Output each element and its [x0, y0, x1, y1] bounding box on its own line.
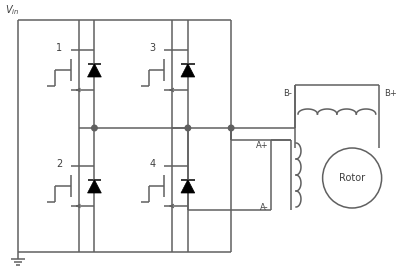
- Text: 1: 1: [56, 43, 62, 53]
- Text: A+: A+: [256, 141, 269, 150]
- Text: Rotor: Rotor: [339, 173, 365, 183]
- Polygon shape: [181, 64, 195, 77]
- Text: $V_{in}$: $V_{in}$: [5, 3, 19, 17]
- Text: 4: 4: [149, 159, 156, 169]
- Text: B+: B+: [385, 88, 397, 97]
- Polygon shape: [87, 64, 101, 77]
- Text: B-: B-: [283, 88, 292, 97]
- Circle shape: [92, 125, 97, 131]
- Text: 3: 3: [149, 43, 156, 53]
- Circle shape: [185, 125, 191, 131]
- Text: A-: A-: [260, 203, 269, 211]
- Polygon shape: [87, 180, 101, 193]
- Polygon shape: [181, 180, 195, 193]
- Text: 2: 2: [56, 159, 62, 169]
- Circle shape: [228, 125, 234, 131]
